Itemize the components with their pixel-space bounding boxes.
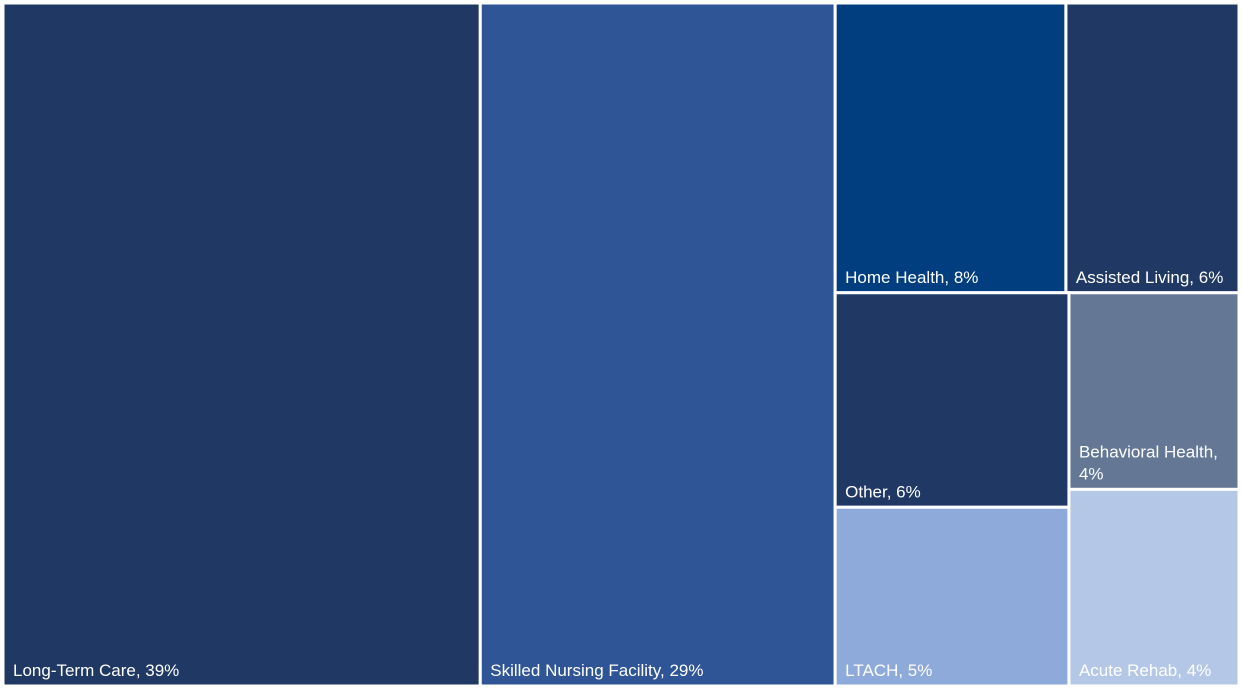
tile-label: Other, 6% [845,482,921,501]
tile-label: LTACH, 5% [845,661,932,680]
treemap-tile [833,291,1071,509]
treemap-tile [1064,1,1241,295]
treemap-tile [478,1,837,688]
tile-label-line: Behavioral Health, [1079,442,1218,461]
tile-label: Behavioral Health, 4% [1079,442,1218,483]
treemap-tile [1067,291,1241,491]
tile-label: Home Health, 8% [845,268,978,287]
treemap-tile [833,1,1068,295]
treemap-tile [833,505,1071,688]
treemap-tile [1067,487,1241,688]
tile-label: Acute Rehab, 4% [1079,661,1211,680]
tile-label: Skilled Nursing Facility, 29% [490,661,703,680]
treemap-tile [1,1,482,688]
tile-label-line: 4% [1079,464,1104,483]
tile-label: Long-Term Care, 39% [13,661,179,680]
tile-label: Assisted Living, 6% [1076,268,1223,287]
